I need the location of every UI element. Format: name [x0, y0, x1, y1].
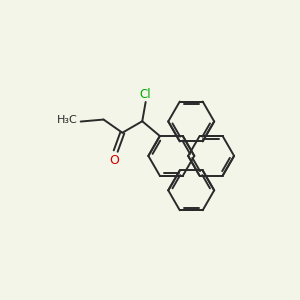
Text: O: O	[109, 154, 119, 167]
Text: Cl: Cl	[140, 88, 152, 100]
Text: H₃C: H₃C	[56, 115, 77, 125]
